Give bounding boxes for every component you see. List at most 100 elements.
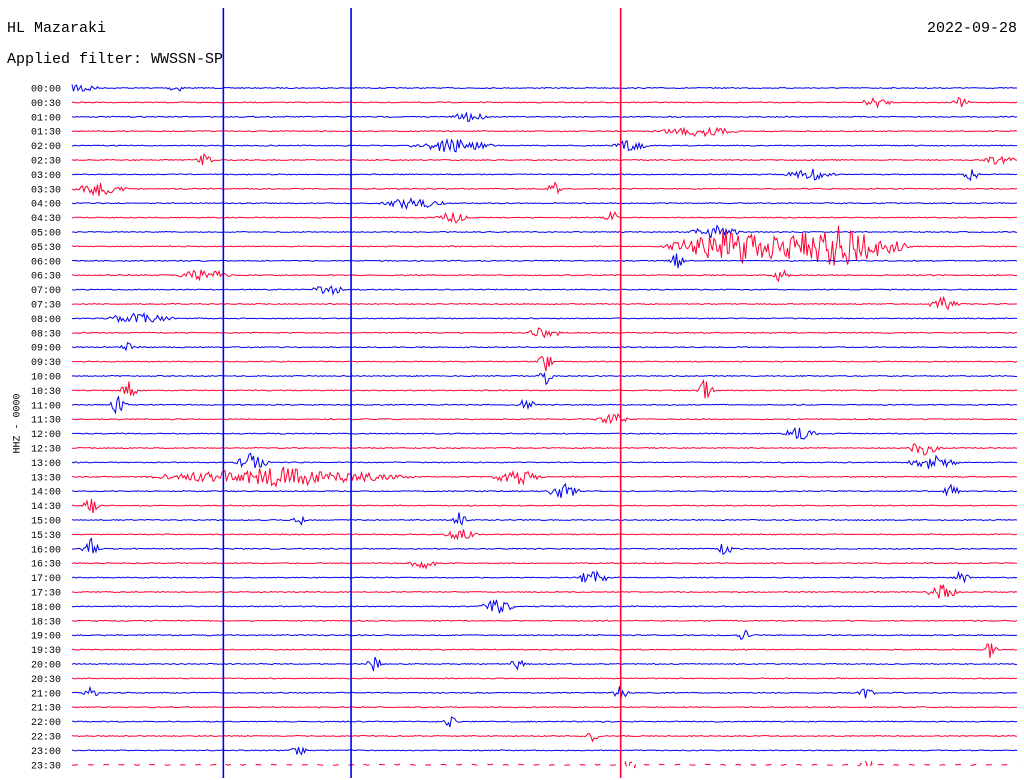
row-time-label: 13:30 bbox=[31, 473, 61, 484]
row-time-label: 23:00 bbox=[31, 747, 61, 758]
filter-label: Applied filter: WWSSN-SP bbox=[7, 51, 224, 68]
row-time-label: 05:30 bbox=[31, 243, 61, 254]
trace-line bbox=[71, 311, 1018, 324]
trace-line bbox=[72, 677, 1018, 680]
trace-line bbox=[71, 269, 1017, 283]
trace-line bbox=[72, 584, 1018, 599]
trace-line bbox=[71, 96, 1018, 109]
row-time-label: 22:00 bbox=[31, 718, 61, 729]
row-time-label: 14:30 bbox=[31, 502, 61, 513]
trace-line bbox=[71, 498, 1018, 514]
row-time-label: 17:30 bbox=[31, 589, 61, 600]
trace-line bbox=[71, 181, 1018, 197]
trace-line bbox=[71, 746, 1018, 756]
row-time-label: 00:00 bbox=[31, 85, 61, 96]
trace-line bbox=[71, 371, 1017, 386]
trace-line bbox=[71, 619, 1018, 622]
row-time-label: 12:00 bbox=[31, 430, 61, 441]
row-time-label: 16:00 bbox=[31, 545, 61, 556]
trace-line bbox=[71, 656, 1018, 672]
trace-line bbox=[71, 210, 1018, 224]
row-time-label: 15:30 bbox=[31, 531, 61, 542]
trace-line bbox=[71, 153, 1018, 165]
trace-line bbox=[71, 126, 1018, 138]
row-time-label: 11:00 bbox=[31, 401, 61, 412]
trace-line bbox=[71, 285, 1017, 296]
plot-date: 2022-09-28 bbox=[926, 20, 1017, 37]
trace-line bbox=[72, 413, 1018, 425]
row-time-label: 19:00 bbox=[31, 632, 61, 643]
row-time-label: 09:30 bbox=[31, 358, 61, 369]
trace-line bbox=[71, 225, 1018, 266]
row-time-label: 01:30 bbox=[31, 128, 61, 139]
trace-line bbox=[71, 706, 1017, 709]
row-time-label: 03:30 bbox=[31, 185, 61, 196]
row-time-label: 04:00 bbox=[31, 200, 61, 211]
trace-line bbox=[71, 512, 1018, 526]
trace-line bbox=[71, 137, 1018, 153]
row-time-label: 20:00 bbox=[31, 661, 61, 672]
row-time-label: 11:30 bbox=[31, 416, 61, 427]
trace-line bbox=[71, 327, 1018, 339]
row-time-label: 15:00 bbox=[31, 517, 61, 528]
trace-line bbox=[71, 427, 1018, 440]
trace-line bbox=[72, 732, 1018, 743]
row-time-label: 13:00 bbox=[31, 459, 61, 470]
trace-line bbox=[71, 396, 1018, 415]
row-time-label: 07:30 bbox=[31, 301, 61, 312]
trace-line bbox=[71, 643, 1018, 659]
row-time-label: 18:00 bbox=[31, 603, 61, 614]
trace-line bbox=[71, 355, 1018, 372]
trace-line bbox=[71, 341, 1018, 352]
trace-line bbox=[71, 452, 1018, 469]
row-time-label: 08:30 bbox=[31, 329, 61, 340]
row-time-label: 16:30 bbox=[31, 560, 61, 571]
row-time-label: 00:30 bbox=[31, 99, 61, 110]
trace-line bbox=[71, 685, 1018, 699]
spike-group bbox=[222, 8, 622, 778]
row-time-label: 04:30 bbox=[31, 214, 61, 225]
trace-line bbox=[71, 629, 1018, 641]
trace-line bbox=[71, 168, 1018, 182]
trace-line bbox=[71, 570, 1018, 584]
row-time-label: 03:00 bbox=[31, 171, 61, 182]
row-time-label: 23:30 bbox=[31, 761, 61, 772]
row-time-label: 02:00 bbox=[31, 142, 61, 153]
trace-line bbox=[71, 197, 1018, 210]
row-time-label: 19:30 bbox=[31, 646, 61, 657]
trace-line bbox=[71, 537, 1018, 556]
trace-line bbox=[71, 84, 1018, 92]
row-time-label: 10:30 bbox=[31, 387, 61, 398]
row-time-label: 18:30 bbox=[31, 617, 61, 628]
row-time-label: 06:30 bbox=[31, 272, 61, 283]
trace-line bbox=[72, 224, 1018, 239]
trace-line bbox=[71, 716, 1018, 728]
row-time-label: 10:00 bbox=[31, 373, 61, 384]
trace-line bbox=[72, 443, 1018, 456]
row-time-label: 06:00 bbox=[31, 257, 61, 268]
trace-line bbox=[71, 529, 1018, 541]
row-time-label: 22:30 bbox=[31, 733, 61, 744]
row-time-label: 17:00 bbox=[31, 574, 61, 585]
trace-line bbox=[71, 378, 1018, 399]
row-time-label: 21:30 bbox=[31, 704, 61, 715]
row-time-label: 14:00 bbox=[31, 488, 61, 499]
row-time-label: 21:00 bbox=[31, 689, 61, 700]
trace-line bbox=[71, 111, 1018, 123]
trace-line bbox=[71, 466, 1018, 488]
trace-line bbox=[71, 482, 1018, 498]
row-time-label: 07:00 bbox=[31, 286, 61, 297]
trace-line bbox=[71, 599, 1018, 614]
row-time-label: 08:00 bbox=[31, 315, 61, 326]
trace-group bbox=[71, 84, 1018, 773]
row-time-label: 01:00 bbox=[31, 113, 61, 124]
trace-line bbox=[71, 757, 1018, 773]
row-time-label: 12:30 bbox=[31, 445, 61, 456]
row-label-group: 00:00 00:30 01:00 01:30 02:00 02:30 03:00 03:30… bbox=[31, 85, 61, 773]
row-time-label: 09:00 bbox=[31, 344, 61, 355]
row-time-label: 02:30 bbox=[31, 157, 61, 168]
station-name: HL Mazaraki bbox=[7, 20, 107, 37]
row-time-label: 20:30 bbox=[31, 675, 61, 686]
trace-line bbox=[71, 560, 1018, 570]
